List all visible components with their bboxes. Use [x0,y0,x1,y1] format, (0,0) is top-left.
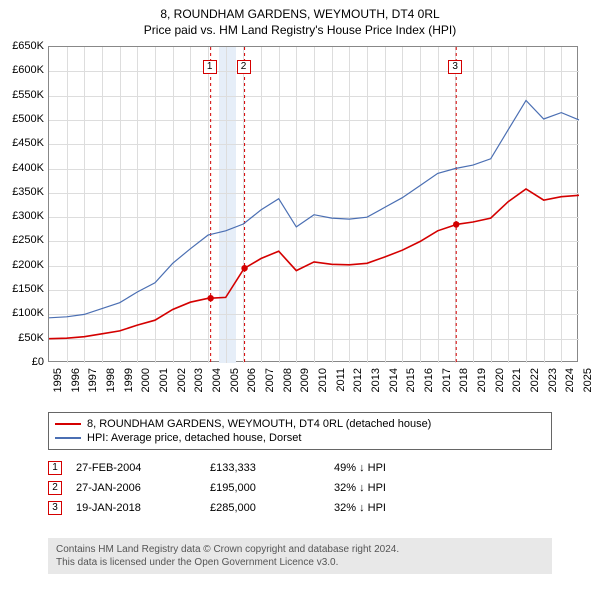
sales-price: £133,333 [210,462,320,474]
x-tick-label: 2023 [547,368,559,392]
x-tick-label: 2014 [388,368,400,392]
event-marker-box: 3 [448,60,462,74]
line-layer [49,47,579,363]
sales-marker: 2 [48,481,62,495]
plot-area [48,46,578,362]
y-tick-label: £150K [6,283,44,295]
y-tick-label: £400K [6,162,44,174]
x-tick-label: 1999 [123,368,135,392]
x-tick-label: 2010 [317,368,329,392]
sales-price: £195,000 [210,482,320,494]
x-tick-label: 1996 [70,368,82,392]
legend-label: HPI: Average price, detached house, Dors… [87,432,301,444]
x-tick-label: 2011 [335,368,347,392]
sales-marker: 3 [48,501,62,515]
sales-row: 2 27-JAN-2006 £195,000 32% ↓ HPI [48,478,552,498]
x-tick-label: 2004 [211,368,223,392]
x-tick-label: 2015 [405,368,417,392]
y-tick-label: £450K [6,137,44,149]
y-tick-label: £50K [6,332,44,344]
legend-box: 8, ROUNDHAM GARDENS, WEYMOUTH, DT4 0RL (… [48,412,552,450]
legend: 8, ROUNDHAM GARDENS, WEYMOUTH, DT4 0RL (… [48,412,552,450]
sales-date: 27-FEB-2004 [76,462,196,474]
footer-line1: Contains HM Land Registry data © Crown c… [56,543,544,556]
x-tick-label: 2024 [564,368,576,392]
event-dot [453,221,459,227]
x-tick-label: 1997 [87,368,99,392]
x-tick-label: 2018 [458,368,470,392]
y-tick-label: £300K [6,210,44,222]
sales-relative: 32% ↓ HPI [334,502,454,514]
x-tick-label: 2005 [229,368,241,392]
title-address: 8, ROUNDHAM GARDENS, WEYMOUTH, DT4 0RL [0,6,600,22]
x-tick-label: 2008 [282,368,294,392]
x-tick-label: 2017 [441,368,453,392]
sales-marker: 1 [48,461,62,475]
x-tick-label: 2022 [529,368,541,392]
legend-row: HPI: Average price, detached house, Dors… [55,431,545,445]
sales-date: 27-JAN-2006 [76,482,196,494]
footer-line2: This data is licensed under the Open Gov… [56,556,544,569]
event-dot [207,295,213,301]
x-tick-label: 2021 [511,368,523,392]
series-property [49,189,579,339]
x-tick-label: 2025 [582,368,594,392]
y-tick-label: £250K [6,234,44,246]
x-tick-label: 2013 [370,368,382,392]
footer: Contains HM Land Registry data © Crown c… [48,538,552,574]
y-tick-label: £200K [6,259,44,271]
x-tick-label: 2003 [193,368,205,392]
x-tick-label: 2007 [264,368,276,392]
event-dot [241,265,247,271]
x-tick-label: 2001 [158,368,170,392]
chart-figure: 8, ROUNDHAM GARDENS, WEYMOUTH, DT4 0RL P… [0,0,600,590]
y-tick-label: £600K [6,64,44,76]
y-tick-label: £650K [6,40,44,52]
y-tick-label: £350K [6,186,44,198]
sales-relative: 49% ↓ HPI [334,462,454,474]
legend-swatch [55,423,81,425]
sales-table: 1 27-FEB-2004 £133,333 49% ↓ HPI 2 27-JAN-200… [48,458,552,518]
x-tick-label: 2006 [246,368,258,392]
y-tick-label: £550K [6,89,44,101]
legend-swatch [55,437,81,439]
x-tick-label: 1995 [52,368,64,392]
event-marker-box: 2 [237,60,251,74]
y-tick-label: £100K [6,307,44,319]
legend-row: 8, ROUNDHAM GARDENS, WEYMOUTH, DT4 0RL (… [55,417,545,431]
x-tick-label: 1998 [105,368,117,392]
sales-price: £285,000 [210,502,320,514]
x-tick-label: 2016 [423,368,435,392]
title-subtitle: Price paid vs. HM Land Registry's House … [0,22,600,38]
x-tick-label: 2019 [476,368,488,392]
sales-relative: 32% ↓ HPI [334,482,454,494]
y-tick-label: £0 [6,356,44,368]
x-tick-label: 2002 [176,368,188,392]
x-tick-label: 2000 [140,368,152,392]
x-tick-label: 2009 [299,368,311,392]
chart-titles: 8, ROUNDHAM GARDENS, WEYMOUTH, DT4 0RL P… [0,0,600,38]
sales-row: 1 27-FEB-2004 £133,333 49% ↓ HPI [48,458,552,478]
y-tick-label: £500K [6,113,44,125]
x-tick-label: 2020 [494,368,506,392]
event-marker-box: 1 [203,60,217,74]
x-tick-label: 2012 [352,368,364,392]
sales-date: 19-JAN-2018 [76,502,196,514]
sales-row: 3 19-JAN-2018 £285,000 32% ↓ HPI [48,498,552,518]
legend-label: 8, ROUNDHAM GARDENS, WEYMOUTH, DT4 0RL (… [87,418,431,430]
